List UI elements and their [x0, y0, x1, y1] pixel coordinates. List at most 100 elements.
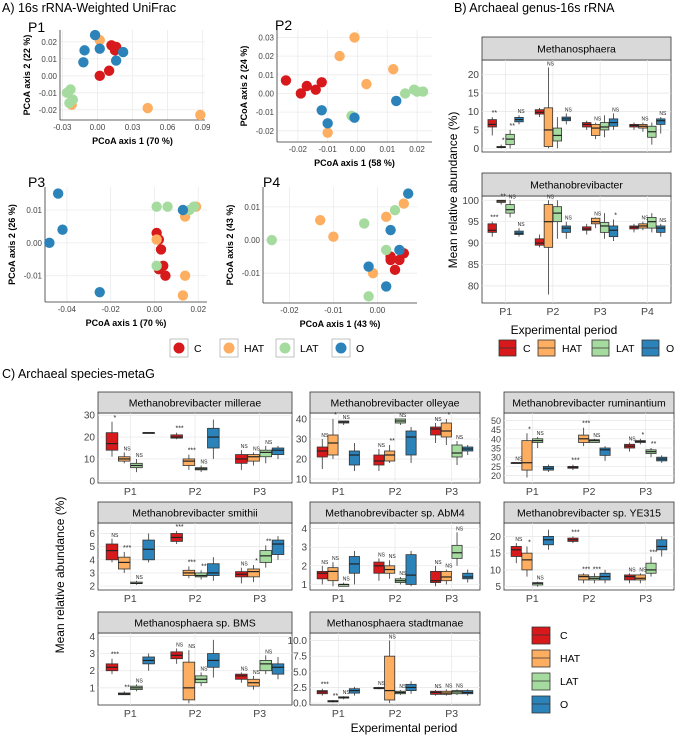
significance-label: NS: [612, 107, 620, 113]
significance-label: NS: [642, 117, 650, 123]
significance-label: NS: [188, 644, 196, 650]
scatter-p3: -0.04 -0.02 0.00 0.02 -0.01 0.00 0.01 P3 PCoA ax…: [7, 174, 207, 328]
significance-label: *: [528, 426, 531, 433]
significance-label: NS: [241, 562, 249, 568]
y-tick-label: 2: [301, 561, 307, 572]
point-o: [89, 29, 101, 41]
significance-label: NS: [515, 457, 523, 463]
box-hat: [591, 217, 601, 225]
significance-label: *: [641, 432, 644, 439]
box-hat: [440, 422, 452, 438]
scatter-p4: -0.02 -0.01 0.00 -0.01 0.00 0.01 P4 PCoA axis 1…: [225, 174, 417, 329]
boxplot-ye315: Methanobrevibacter sp. YE315 5 10 15 20 P1 NS *…: [490, 501, 675, 605]
x-tick-label: 0.01: [379, 145, 395, 154]
box-c: [487, 119, 497, 128]
point-o: [57, 224, 68, 235]
point-o: [385, 224, 396, 236]
significance-label: NS: [343, 577, 351, 583]
box-lat: [645, 562, 657, 574]
x-tick-label: P1: [124, 486, 137, 498]
legend-label: LAT: [300, 343, 319, 355]
x-tick-label: P2: [389, 593, 402, 605]
point-o: [391, 95, 402, 107]
significance-label: **: [333, 693, 339, 700]
x-tick-label: P2: [189, 593, 202, 605]
scatter-p2: -0.02 -0.01 0.00 0.01 0.02 -0.02 -0.01 0.00 0.01…: [239, 17, 432, 168]
boxplot-millerae: Methanobrevibacter millerae 0 10 20 30 P1 * NS N…: [84, 391, 293, 498]
facet-title: Methanobrevibacter sp. YE315: [517, 508, 661, 520]
significance-label: NS: [629, 436, 637, 442]
y-tick-label: 10.0: [288, 636, 308, 647]
point-lat: [381, 244, 392, 256]
legend-label: O: [666, 343, 674, 355]
x-tick-label: 0.00: [350, 145, 366, 154]
y-tick-label: 95: [468, 217, 480, 228]
box-lat: [505, 204, 515, 214]
x-tick-label: -0.01: [319, 145, 338, 154]
significance-label: NS: [136, 678, 144, 684]
box-hat: [118, 556, 131, 570]
facet-strip: [481, 172, 672, 197]
significance-label: NS: [515, 537, 523, 543]
significance-label: *: [447, 412, 450, 419]
x-tick-label: P3: [253, 593, 266, 605]
significance-label: ***: [571, 458, 579, 465]
significance-label: NS: [456, 683, 464, 689]
x-tick-label: P2: [583, 486, 596, 498]
significance-label: NS: [253, 446, 261, 452]
x-tick-label: P3: [639, 486, 652, 498]
facet-title: Methanosphaera stadtmanae: [327, 618, 464, 630]
y-tick-label: 4: [301, 524, 307, 535]
facet-strip: [481, 36, 672, 61]
y-tick-label: 2: [89, 666, 95, 677]
boxplot-olleyae: Methanobrevibacter olleyae 10 20 30 40 P1 NS * N…: [296, 391, 481, 498]
significance-label: ***: [123, 545, 131, 552]
x-tick-label: 0.00: [90, 123, 106, 132]
box-lat: [259, 550, 272, 563]
point-lat: [65, 84, 76, 95]
y-tick-label: 30: [491, 453, 501, 463]
x-tick-label: P1: [124, 708, 137, 720]
point-hat: [177, 290, 189, 301]
point-c: [316, 77, 327, 88]
box-o: [271, 539, 285, 555]
boxplot-methanosphaera: Methanosphaera05101520*****NSNSNSNSNSNSN…: [468, 36, 672, 155]
significance-label: NS: [518, 222, 526, 228]
point-c: [280, 75, 292, 86]
y-tick-label: -0.01: [39, 89, 58, 98]
facet-title: Methanobrevibacter ruminantium: [512, 398, 666, 410]
y-tick-label: 20: [296, 455, 308, 466]
y-tick-label: 0: [473, 144, 479, 155]
significance-label: *: [114, 415, 117, 422]
x-tick-label: P2: [189, 708, 202, 720]
y-axis-label: PCoA axis 2 (26 %): [7, 204, 17, 285]
point-o: [78, 57, 89, 68]
significance-label: ***: [175, 524, 183, 531]
y-tick-label: 10: [84, 454, 96, 465]
significance-label: NS: [265, 649, 273, 655]
x-tick-label: -0.01: [324, 306, 343, 315]
box-hat: [591, 124, 601, 136]
point-o: [316, 105, 327, 116]
panel-c-xlabel: Experimental period: [351, 721, 458, 735]
legend-label: C: [523, 343, 531, 355]
legend-label: C: [194, 343, 202, 355]
significance-label: NS: [399, 571, 407, 577]
legend-swatch-o: [335, 342, 347, 354]
significance-label: NS: [176, 642, 184, 648]
significance-label: *: [255, 558, 258, 565]
y-tick-label: 2: [89, 582, 95, 593]
legend-swatch-hat: [223, 342, 235, 354]
point-hat: [142, 102, 153, 114]
box-hat: [634, 574, 646, 581]
point-o: [349, 112, 360, 123]
panel-b-ylabel: Mean relative abundance (%): [446, 112, 460, 269]
significance-label: NS: [435, 684, 443, 690]
point-c: [310, 84, 321, 95]
y-tick-label: 10: [490, 565, 502, 576]
box-o: [542, 536, 554, 546]
box-o: [271, 663, 285, 675]
